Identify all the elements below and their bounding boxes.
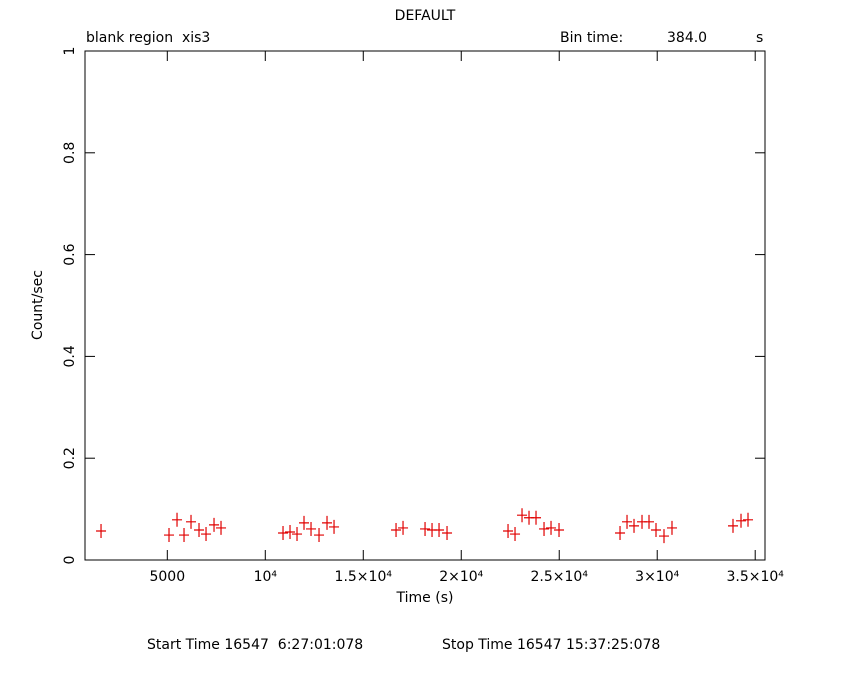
data-point bbox=[285, 525, 296, 540]
y-tick-label: 0 bbox=[62, 556, 78, 565]
data-point bbox=[658, 529, 669, 544]
data-point bbox=[216, 520, 227, 535]
x-tick-label: 2.5×10⁴ bbox=[531, 569, 589, 585]
data-point bbox=[442, 526, 453, 541]
y-axis-label: Count/sec bbox=[30, 270, 46, 340]
data-point bbox=[531, 510, 542, 525]
data-point bbox=[651, 522, 662, 537]
data-point bbox=[391, 522, 402, 537]
data-point bbox=[743, 512, 754, 527]
data-point bbox=[292, 527, 303, 542]
x-tick-label: 5000 bbox=[149, 569, 185, 585]
chart-title: DEFAULT bbox=[395, 8, 456, 24]
data-point bbox=[736, 513, 747, 528]
data-point bbox=[314, 528, 325, 543]
data-point bbox=[539, 521, 550, 536]
data-point bbox=[209, 517, 220, 532]
bin-time-label: Bin time: bbox=[560, 30, 623, 46]
data-point bbox=[96, 523, 107, 538]
data-point bbox=[644, 514, 655, 529]
data-point bbox=[306, 521, 317, 536]
footer-stop: Stop Time 16547 15:37:25:078 bbox=[442, 637, 660, 653]
data-point bbox=[329, 519, 340, 534]
data-point bbox=[629, 518, 640, 533]
data-point bbox=[398, 520, 409, 535]
data-point bbox=[666, 520, 677, 535]
data-point bbox=[503, 523, 514, 538]
subtitle: blank region xis3 bbox=[86, 30, 210, 46]
data-point bbox=[434, 522, 445, 537]
plot-frame bbox=[84, 50, 766, 561]
data-point bbox=[299, 515, 310, 530]
data-point bbox=[278, 526, 289, 541]
y-tick-label: 0.4 bbox=[62, 345, 78, 367]
x-tick-label: 1.5×10⁴ bbox=[335, 569, 393, 585]
data-point bbox=[420, 521, 431, 536]
y-tick-label: 0.6 bbox=[62, 243, 78, 265]
y-tick-label: 1 bbox=[62, 47, 78, 56]
x-tick-label: 2×10⁴ bbox=[439, 569, 483, 585]
x-tick-label: 3.5×10⁴ bbox=[726, 569, 784, 585]
data-point bbox=[622, 514, 633, 529]
data-point bbox=[510, 527, 521, 542]
y-tick-label: 0.2 bbox=[62, 447, 78, 469]
data-point bbox=[727, 518, 738, 533]
footer-start: Start Time 16547 6:27:01:078 bbox=[147, 637, 363, 653]
data-point bbox=[615, 526, 626, 541]
data-point bbox=[186, 514, 197, 529]
data-point bbox=[164, 528, 175, 543]
data-point bbox=[179, 528, 190, 543]
data-point bbox=[172, 512, 183, 527]
data-point bbox=[322, 515, 333, 530]
y-tick-label: 0.8 bbox=[62, 142, 78, 164]
bin-time-value: 384.0 bbox=[667, 30, 707, 46]
data-point bbox=[554, 522, 565, 537]
x-tick-label: 3×10⁴ bbox=[635, 569, 679, 585]
x-tick-label: 10⁴ bbox=[254, 569, 278, 585]
data-point bbox=[194, 522, 205, 537]
data-point bbox=[517, 508, 528, 523]
data-point bbox=[201, 527, 212, 542]
data-point bbox=[546, 520, 557, 535]
x-axis-label: Time (s) bbox=[396, 590, 454, 606]
bin-time-unit: s bbox=[756, 30, 763, 46]
